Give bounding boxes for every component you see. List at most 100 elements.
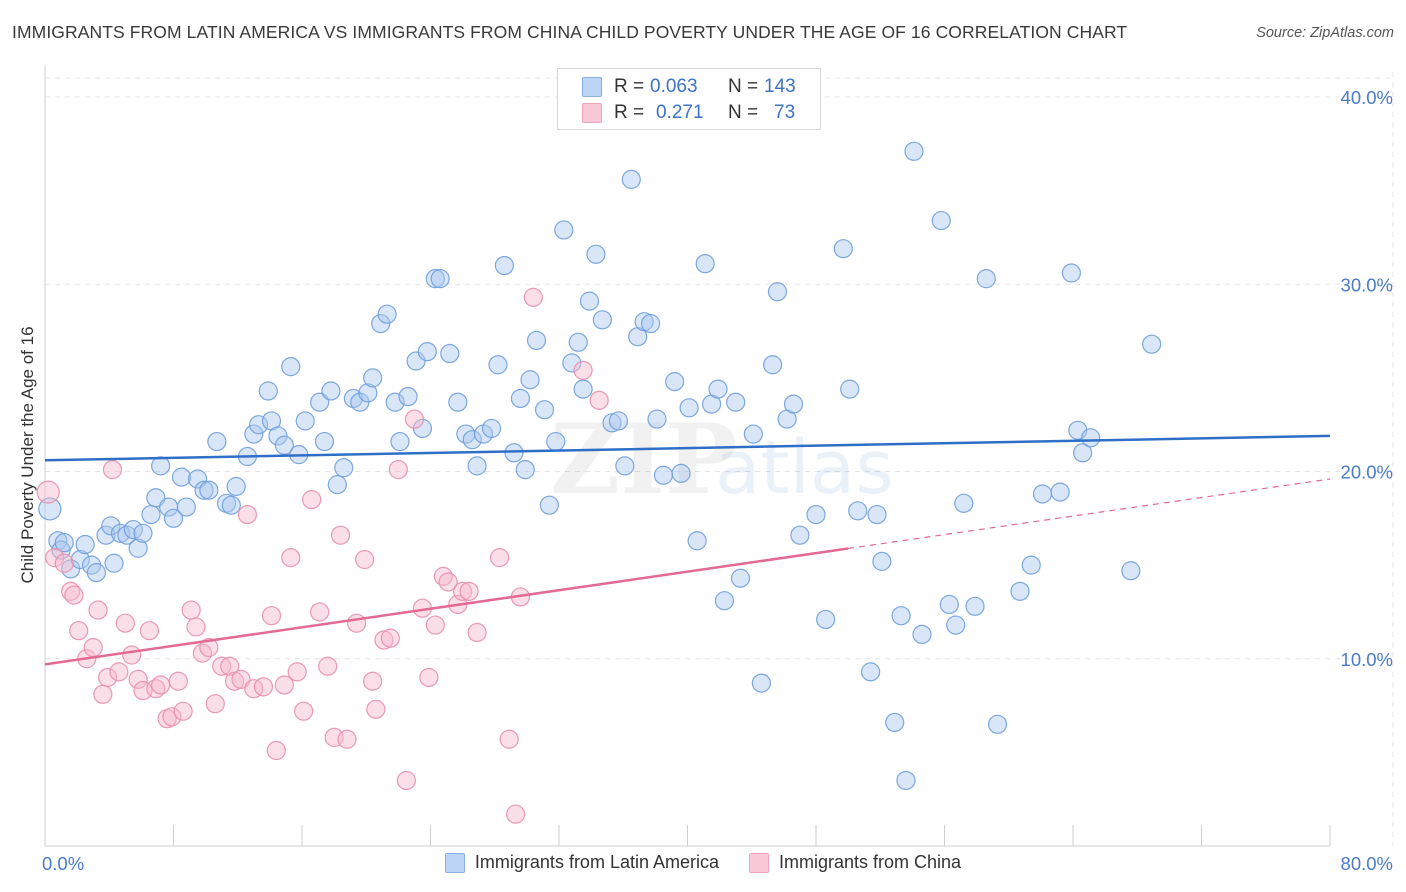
pink-data-point (186, 617, 206, 637)
blue-data-point (1010, 581, 1030, 601)
blue-data-point (621, 169, 641, 189)
blue-data-point (965, 596, 985, 616)
stats-n-value-blue: 143 (764, 76, 796, 97)
stats-n-label: N = (728, 102, 759, 123)
pink-data-point (294, 701, 314, 721)
pink-data-point (347, 613, 367, 633)
blue-data-point (371, 313, 391, 334)
blue-data-point (176, 497, 196, 517)
blue-data-point (653, 465, 674, 485)
pink-trend-line (44, 547, 849, 666)
blue-data-point (806, 504, 826, 525)
watermark-zip: ZIP (550, 403, 737, 516)
stats-r-value-blue: 0.063 (650, 76, 698, 97)
pink-data-point (404, 409, 425, 429)
blue-data-point (163, 508, 184, 528)
blue-data-point (207, 431, 227, 452)
pink-data-point (467, 622, 487, 643)
blue-data-point (133, 523, 153, 543)
blue-data-point (295, 411, 315, 431)
pink-data-point (438, 572, 458, 592)
blue-data-point (526, 330, 547, 351)
bottom-legend: Immigrants from Latin America Immigrants… (0, 852, 1406, 873)
watermark-atlas: atlas (715, 425, 894, 511)
grid-lines (45, 72, 1394, 846)
blue-trend-line (44, 434, 1331, 462)
blue-data-point (281, 357, 301, 377)
pink-data-point (274, 675, 294, 695)
blue-data-point (861, 662, 881, 682)
blue-data-point (128, 538, 148, 558)
blue-data-point (515, 460, 535, 480)
pink-data-point (310, 602, 330, 622)
pink-data-point (115, 613, 135, 633)
blue-data-point (425, 269, 445, 289)
pink-data-point (302, 489, 322, 510)
pink-data-point (366, 699, 386, 719)
trend-lines (44, 434, 1331, 666)
blue-data-point (96, 525, 116, 545)
stats-n-label: N = (728, 76, 759, 97)
blue-data-point (687, 531, 707, 551)
blue-data-point (377, 304, 397, 324)
blue-data-point (488, 355, 508, 375)
blue-data-point (151, 456, 171, 476)
blue-data-point (268, 426, 288, 446)
blue-data-point (86, 563, 107, 583)
pink-data-point (162, 707, 182, 727)
pink-data-point (98, 667, 118, 688)
pink-data-point (109, 662, 129, 682)
blue-data-point (520, 370, 540, 390)
blue-data-point (1142, 334, 1162, 354)
pink-data-point (380, 628, 400, 648)
blue-data-point (54, 533, 74, 553)
legend-item-latin-america[interactable]: Immigrants from Latin America (444, 852, 719, 873)
blue-data-point (579, 291, 600, 311)
blue-data-point (615, 456, 635, 476)
y-tick-label: 20.0% (1341, 462, 1393, 483)
blue-data-point (406, 351, 426, 371)
pink-data-point (139, 621, 160, 641)
chart-source: Source: ZipAtlas.com (1256, 25, 1394, 41)
pink-data-point (459, 581, 479, 601)
pink-data-point (199, 637, 219, 658)
pink-data-point (122, 645, 142, 665)
pink-data-point (69, 621, 89, 641)
blue-data-point (171, 467, 192, 487)
pink-data-point (102, 460, 123, 480)
blue-data-point (199, 480, 219, 500)
blue-data-point (714, 591, 735, 611)
blue-data-point (38, 497, 62, 521)
legend-swatch-pink (749, 852, 769, 873)
blue-data-point (730, 568, 751, 588)
pink-data-point (261, 606, 282, 626)
blue-data-point (848, 501, 868, 521)
blue-data-point (75, 534, 95, 555)
blue-data-point (1061, 263, 1081, 283)
legend-label-china: Immigrants from China (779, 852, 962, 872)
x-tick-label: 0.0% (42, 853, 84, 874)
pink-data-point (54, 553, 74, 573)
legend-item-china[interactable]: Immigrants from China (749, 852, 961, 873)
stats-swatch-pink (582, 103, 602, 123)
blue-data-point (939, 594, 959, 615)
y-tick-label: 40.0% (1341, 87, 1393, 108)
pink-data-point (363, 671, 383, 691)
pink-data-point (181, 600, 201, 620)
blue-data-point (726, 392, 746, 412)
pink-data-point (173, 701, 193, 721)
blue-data-point (912, 624, 932, 645)
blue-data-point (258, 381, 278, 401)
chart-title: IMMIGRANTS FROM LATIN AMERICA VS IMMIGRA… (12, 22, 1128, 42)
blue-data-point (562, 353, 582, 373)
blue-data-point (695, 254, 715, 274)
pink-data-point (419, 667, 439, 688)
blue-data-point (194, 480, 214, 500)
blue-data-point (592, 310, 612, 330)
blue-data-point (448, 392, 468, 412)
legend-label-latin-america: Immigrants from Latin America (474, 852, 719, 872)
blue-data-point (763, 355, 783, 375)
blue-data-point (640, 313, 661, 334)
legend-swatch-blue (444, 852, 465, 873)
